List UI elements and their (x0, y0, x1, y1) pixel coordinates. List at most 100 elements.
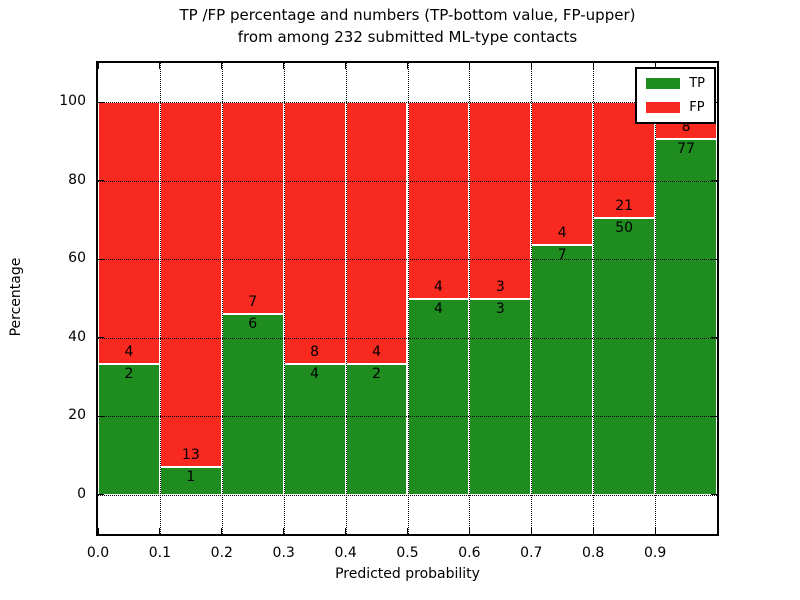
x-tick-label: 0.6 (458, 545, 481, 561)
fp-legend-label: FP (689, 100, 705, 115)
bar-segment-fp (531, 102, 594, 245)
bar-segment-tp (221, 313, 284, 495)
x-tick-mark (716, 63, 718, 69)
x-tick-mark (530, 528, 532, 534)
tp-count-label: 4 (310, 365, 320, 382)
legend: TP FP (635, 67, 716, 124)
bar-segment-tp (655, 139, 717, 495)
x-tick-mark (97, 63, 99, 69)
y-tick-label: 60 (68, 250, 86, 267)
y-tick-label: 0 (77, 485, 86, 502)
x-tick-mark (468, 528, 470, 534)
y-tick-mark (98, 180, 104, 182)
fp-count-label: 4 (372, 343, 382, 360)
x-tick-label: 0.8 (582, 545, 605, 561)
fp-count-label: 21 (615, 198, 634, 215)
chart-title-line1: TP /FP percentage and numbers (TP-bottom… (179, 6, 636, 24)
x-tick-mark (221, 528, 223, 534)
fp-count-label: 7 (248, 293, 258, 310)
vertical-gridline (593, 63, 595, 534)
bar-segment-tp (283, 363, 346, 495)
bar-segment-fp (407, 102, 470, 299)
x-tick-label: 0.1 (148, 545, 172, 561)
x-tick-label: 0.4 (334, 545, 357, 561)
fp-count-label: 4 (124, 343, 134, 360)
x-tick-mark (345, 63, 347, 69)
y-tick-mark (711, 415, 717, 417)
x-axis-label: Predicted probability (335, 566, 480, 582)
chart-title-line2: from among 232 submitted ML-type contact… (237, 28, 578, 46)
legend-item-fp: FP (646, 100, 705, 115)
y-tick-mark (98, 494, 104, 496)
legend-item-tp: TP (646, 76, 705, 91)
tp-count-label: 3 (495, 300, 505, 317)
x-tick-mark (283, 63, 285, 69)
bar-segment-tp (593, 218, 656, 495)
y-tick-mark (98, 101, 104, 103)
fp-count-label: 13 (181, 446, 200, 463)
y-tick-mark (711, 258, 717, 260)
x-tick-label: 0.5 (396, 545, 419, 561)
bar-segment-fp (283, 102, 346, 364)
bar-segment-fp (159, 102, 222, 467)
y-tick-label: 40 (68, 328, 86, 345)
bar-segment-tp (345, 363, 408, 495)
fp-count-label: 8 (681, 119, 691, 136)
bar-segment-fp (98, 102, 160, 364)
x-tick-label: 0.3 (272, 545, 295, 561)
fp-count-label: 4 (433, 278, 443, 295)
x-tick-mark (468, 63, 470, 69)
y-tick-mark (98, 337, 104, 339)
x-tick-mark (283, 528, 285, 534)
y-tick-label: 80 (68, 171, 86, 188)
tp-count-label: 1 (186, 468, 196, 485)
x-tick-mark (345, 528, 347, 534)
y-axis-label: Percentage (8, 257, 24, 337)
tp-count-label: 4 (433, 300, 443, 317)
tp-count-label: 7 (557, 246, 567, 263)
vertical-gridline (159, 63, 161, 534)
x-tick-mark (592, 63, 594, 69)
plot-area: 4 2 13 1 7 6 8 4 4 2 4 4 3 3 4 7 21 50 8 77 TP FP (96, 61, 719, 536)
x-tick-mark (221, 63, 223, 69)
bar-segment-tp (531, 244, 594, 495)
tp-legend-swatch (646, 78, 681, 89)
y-tick-mark (98, 415, 104, 417)
vertical-gridline (345, 63, 347, 534)
y-tick-mark (711, 337, 717, 339)
x-tick-mark (654, 63, 656, 69)
bar-segment-fp (469, 102, 532, 299)
vertical-gridline (221, 63, 223, 534)
tp-count-label: 6 (248, 315, 258, 332)
tp-count-label: 77 (677, 141, 695, 158)
x-tick-mark (654, 528, 656, 534)
x-tick-mark (716, 528, 718, 534)
bar-segment-tp (98, 363, 160, 495)
x-tick-mark (159, 528, 161, 534)
fp-count-label: 4 (557, 224, 567, 241)
y-tick-mark (711, 180, 717, 182)
vertical-gridline (531, 63, 533, 534)
tp-legend-label: TP (689, 76, 705, 91)
x-tick-mark (530, 63, 532, 69)
x-tick-mark (407, 63, 408, 69)
x-tick-label: 0.9 (643, 545, 667, 561)
y-tick-mark (711, 494, 717, 496)
bar-segment-tp (407, 298, 470, 495)
x-tick-mark (97, 528, 99, 534)
fp-count-label: 8 (310, 343, 320, 360)
bar-segment-fp (221, 102, 284, 314)
fp-legend-swatch (646, 102, 681, 113)
x-tick-mark (159, 63, 161, 69)
x-tick-label: 0.7 (520, 545, 543, 561)
vertical-gridline (407, 63, 409, 534)
tp-count-label: 2 (124, 365, 134, 382)
vertical-gridline (469, 63, 471, 534)
y-tick-mark (98, 258, 104, 260)
x-tick-mark (407, 528, 408, 534)
x-tick-mark (592, 528, 594, 534)
vertical-gridline (655, 63, 657, 534)
tp-count-label: 2 (372, 365, 382, 382)
bar-segment-fp (345, 102, 408, 364)
